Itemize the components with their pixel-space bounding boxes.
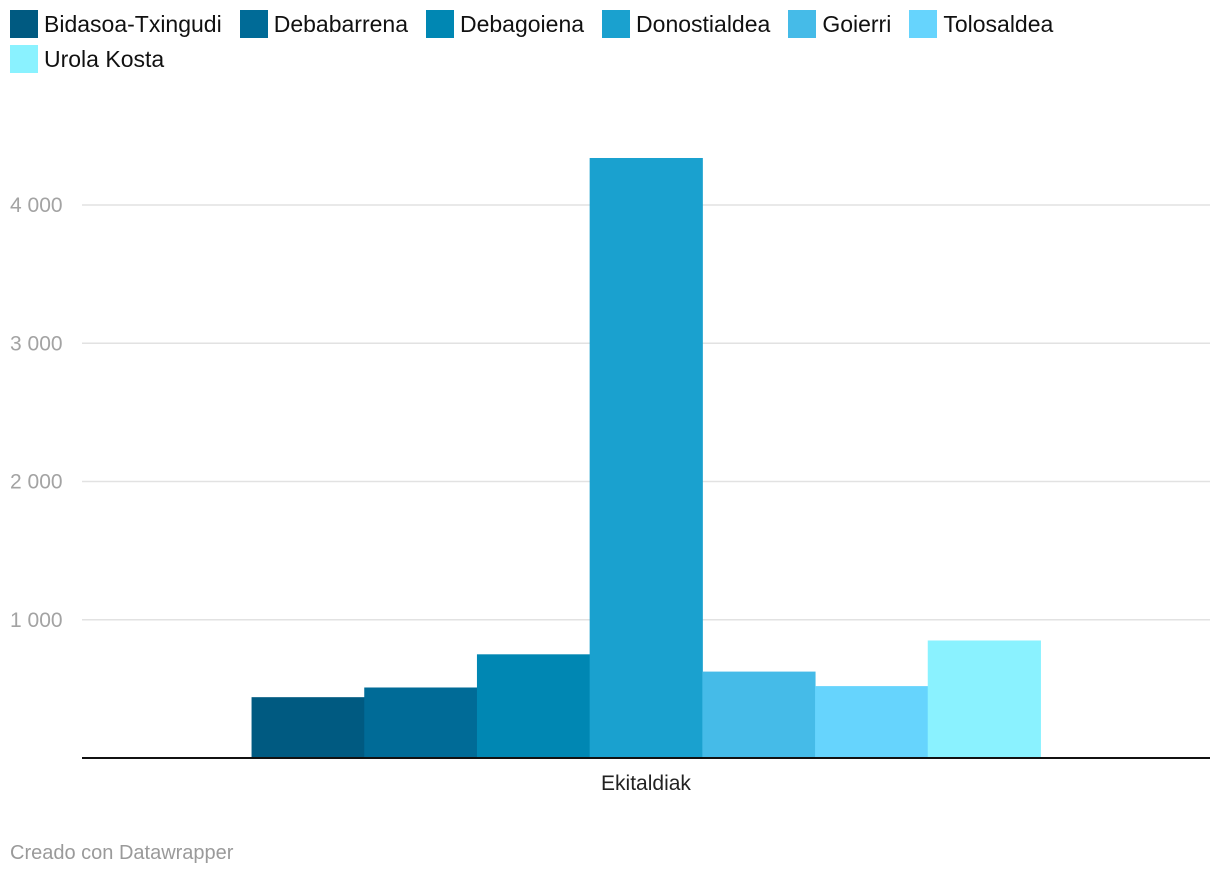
legend-label: Donostialdea [636, 11, 771, 37]
bar [702, 671, 816, 758]
bar [815, 686, 929, 758]
legend-swatch [425, 10, 454, 38]
legend-label: Urola Kosta [44, 46, 165, 72]
x-axis-labels: Ekitaldiak [601, 772, 691, 795]
bars [251, 157, 1041, 758]
chart-legend: Bidasoa-Txingudi Debabarrena Debagoiena Don… [10, 10, 1210, 73]
legend-item: Goierri [788, 10, 891, 38]
legend-swatch [788, 10, 817, 38]
bar [927, 640, 1041, 758]
legend-swatch [239, 10, 268, 38]
bar [251, 697, 365, 758]
legend-label: Tolosaldea [943, 11, 1054, 37]
legend-item: Debagoiena [425, 10, 585, 38]
legend-item: Tolosaldea [909, 10, 1053, 38]
legend-item: Bidasoa-Txingudi [10, 10, 222, 38]
legend-swatch [10, 45, 38, 73]
legend-swatch [10, 10, 38, 38]
legend-item: Debabarrena [239, 10, 408, 38]
y-tick-label: 2 000 [10, 471, 63, 494]
credit-text: Creado con Datawrapper [10, 842, 234, 864]
legend-label: Debagoiena [459, 11, 585, 37]
legend-item: Urola Kosta [10, 45, 164, 73]
y-tick-label: 1 000 [10, 609, 63, 632]
legend-swatch [602, 10, 631, 38]
bar [476, 654, 591, 758]
bar [589, 157, 703, 758]
y-tick-label: 4 000 [10, 194, 63, 217]
legend-label: Bidasoa-Txingudi [44, 11, 222, 37]
legend-swatch [909, 10, 938, 38]
legend-item: Donostialdea [602, 10, 770, 38]
bar [364, 687, 478, 758]
y-tick-label: 3 000 [10, 332, 63, 355]
legend-label: Goierri [822, 11, 892, 37]
x-tick-label: Ekitaldiak [601, 772, 691, 795]
legend-label: Debabarrena [273, 11, 408, 37]
